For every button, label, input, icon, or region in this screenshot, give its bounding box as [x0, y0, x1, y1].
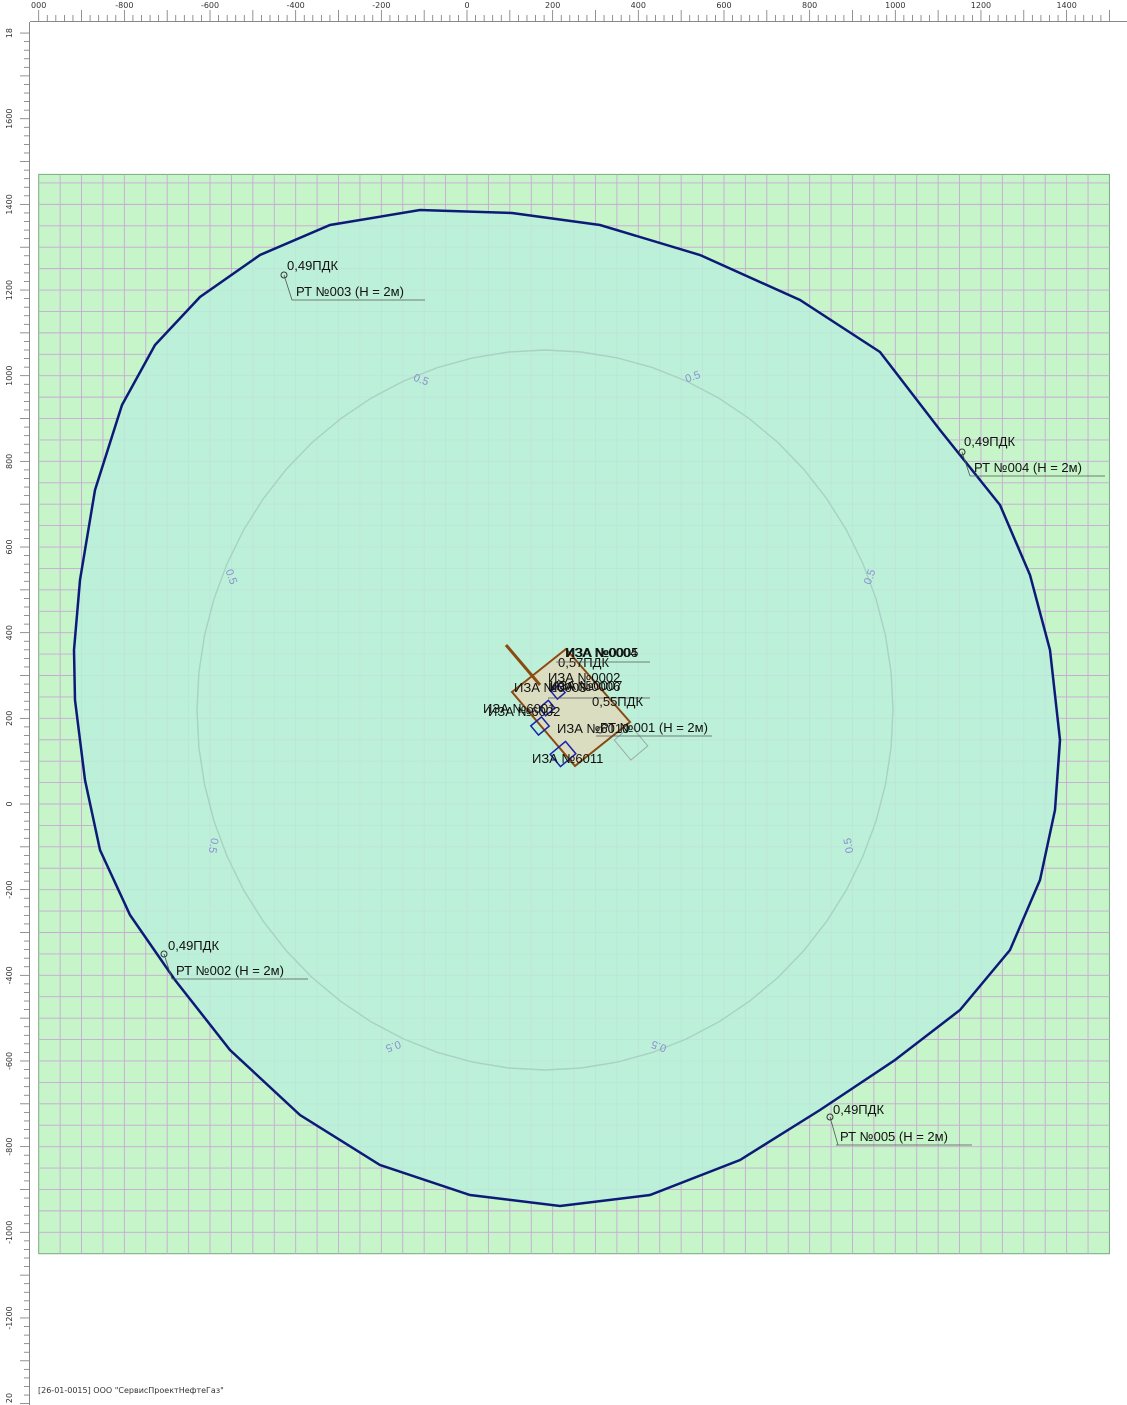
point-marker[interactable] [826, 1113, 834, 1121]
isoline-label: 0.5 [842, 837, 856, 854]
left-tick-label: 1400 [5, 194, 14, 214]
left-tick-label: 20 [5, 1393, 14, 1403]
top-tick-label: 000 [31, 1, 46, 10]
receptor-pt-002[interactable]: 0,49ПДК РТ №002 (Н = 2м) [160, 938, 308, 980]
left-tick-label: -400 [5, 966, 14, 984]
source-label: ИЗА №0004 [565, 645, 637, 660]
isoline-label: 0.5 [862, 568, 879, 586]
point-value-label: 0,49ПДК [287, 258, 338, 273]
source-square-0003[interactable] [549, 683, 567, 701]
source-label: ИЗА №0003 [514, 680, 586, 695]
source-cluster[interactable] [504, 644, 649, 768]
left-tick-label: 800 [5, 454, 14, 469]
callout-line [283, 274, 293, 301]
top-tick-label: 1200 [971, 1, 991, 10]
left-tick-label: -800 [5, 1138, 14, 1156]
top-ruler-ticks: 000 -800 -600 -400 -200 0 200 400 600 800 1000 1200… [31, 1, 1110, 21]
isoline-label: 0.5 [684, 369, 702, 386]
receptor-pt-001[interactable]: 0,55ПДК РТ №001 (Н = 2м) [592, 694, 712, 737]
left-tick-label: -1000 [5, 1221, 14, 1244]
left-ruler-ticks: 18 1600 1400 1200 1000 800 600 400 200 0 -200 -400 -… [5, 28, 29, 1405]
top-tick-label: -400 [287, 1, 305, 10]
top-tick-label: 400 [631, 1, 646, 10]
top-tick-label: -600 [201, 1, 219, 10]
source-label: ИЗА №0005 [566, 645, 638, 660]
left-tick-label: -1200 [5, 1306, 14, 1329]
receptor-pt-003[interactable]: 0,49ПДК РТ №003 (Н = 2м) [280, 258, 425, 301]
isoline-label: 0.5 [223, 568, 240, 586]
receptor-pt-005[interactable]: 0,49ПДК РТ №005 (Н = 2м) [826, 1102, 972, 1146]
left-tick-label: 400 [5, 625, 14, 640]
point-marker[interactable] [280, 271, 288, 279]
point-value-label: 0,49ПДК [168, 938, 219, 953]
top-tick-label: 1000 [885, 1, 905, 10]
top-tick-label: 1400 [1056, 1, 1076, 10]
left-tick-label: 0 [5, 801, 14, 806]
point-name-label: РТ №002 (Н = 2м) [176, 963, 284, 978]
callout-line [163, 953, 173, 980]
point-marker[interactable] [160, 950, 168, 958]
point-value-label: 0,49ПДК [833, 1102, 884, 1117]
isoline-labels: 0.5 0.5 0.5 0.5 0.5 0.5 0.5 0.5 [206, 369, 879, 1054]
callout-line [961, 451, 971, 477]
left-tick-label: 1000 [5, 366, 14, 386]
source-label: ИЗА №6002 [488, 704, 560, 719]
isoline-label: 0.5 [412, 372, 430, 389]
source-label: ИЗА №6001 [483, 701, 555, 716]
isoline-0-5 [196, 349, 894, 1071]
top-tick-label: -800 [115, 1, 133, 10]
left-tick-label: -200 [5, 881, 14, 899]
source-label: ИЗА №0002 [548, 670, 620, 685]
left-tick-label: 18 [5, 28, 14, 38]
isoline-label: 0.5 [206, 837, 220, 854]
callout-line [829, 1116, 839, 1146]
left-ruler [0, 0, 30, 1405]
source-label: 0,57ПДК [558, 655, 609, 670]
point-name-label: РТ №001 (Н = 2м) [600, 720, 708, 735]
point-name-label: РТ №003 (Н = 2м) [296, 284, 404, 299]
point-marker[interactable] [958, 448, 966, 456]
source-square-6002[interactable] [538, 699, 556, 717]
left-tick-label: 1200 [5, 280, 14, 300]
source-label: ИЗА №0007 [550, 678, 622, 693]
top-ruler [0, 0, 1127, 22]
top-tick-label: 0 [464, 1, 469, 10]
source-label: ИЗА №0006 [548, 679, 620, 694]
point-marker[interactable] [596, 726, 604, 734]
isoline-label: 0.5 [650, 1038, 668, 1055]
top-tick-label: 800 [802, 1, 817, 10]
left-tick-label: -600 [5, 1052, 14, 1070]
source-square-6001[interactable] [529, 715, 551, 737]
left-tick-label: 600 [5, 539, 14, 554]
source-label: ИЗА №6010 [557, 721, 629, 736]
footer-text: [26-01-0015] ООО "СервисПроектНефтеГаз" [38, 1386, 224, 1395]
pipeline-line [504, 644, 542, 686]
point-value-label: 0,49ПДК [964, 434, 1015, 449]
source-label: ИЗА №6011 [532, 751, 603, 766]
left-tick-label: 200 [5, 711, 14, 726]
point-name-label: РТ №005 (Н = 2м) [840, 1129, 948, 1144]
point-value-label: 0,55ПДК [592, 694, 643, 709]
top-tick-label: -200 [372, 1, 390, 10]
isoline-label: 0.5 [384, 1038, 402, 1055]
point-name-label: РТ №004 (Н = 2м) [974, 460, 1082, 475]
receptor-pt-004[interactable]: 0,49ПДК РТ №004 (Н = 2м) [958, 434, 1105, 477]
top-tick-label: 200 [545, 1, 560, 10]
receptor-points[interactable]: 0,49ПДК РТ №003 (Н = 2м) 0,49ПДК РТ №004 (Н… [160, 258, 1105, 1146]
source-square-6011[interactable] [549, 740, 577, 768]
left-tick-label: 1600 [5, 109, 14, 129]
top-tick-label: 600 [716, 1, 731, 10]
building-outline [510, 647, 632, 768]
